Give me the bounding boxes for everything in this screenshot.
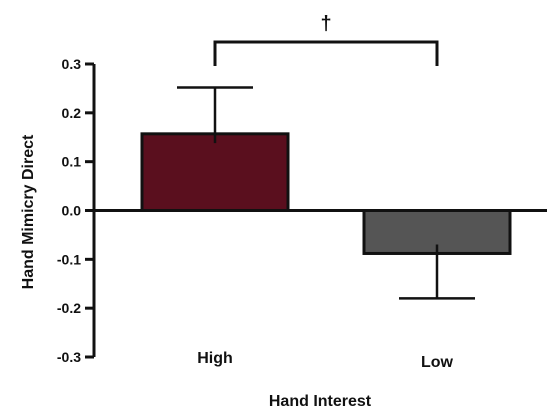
- y-tick-label: 0.2: [62, 105, 82, 121]
- bar-high: [140, 132, 290, 212]
- significance-bracket: †: [213, 13, 439, 66]
- y-tick-label: -0.1: [57, 251, 81, 267]
- bars: [140, 86, 512, 300]
- category-labels: High Low: [197, 350, 453, 371]
- significance-marker: †: [320, 13, 331, 35]
- y-tick-label: -0.2: [57, 300, 81, 316]
- y-tick-label: 0.0: [62, 203, 82, 219]
- category-label-high: High: [197, 350, 233, 367]
- significance-line: [213, 40, 439, 66]
- x-axis-title: Hand Interest: [269, 393, 372, 410]
- category-label-low: Low: [421, 354, 454, 371]
- y-axis: 0.3 0.2 0.1 0.0 -0.1 -0.2 -0.3: [57, 56, 96, 365]
- y-tick-label: -0.3: [57, 349, 81, 365]
- y-tick-label: 0.3: [62, 56, 82, 72]
- y-tick-label: 0.1: [62, 154, 82, 170]
- y-axis-title: Hand Mimicry Direct: [20, 134, 37, 289]
